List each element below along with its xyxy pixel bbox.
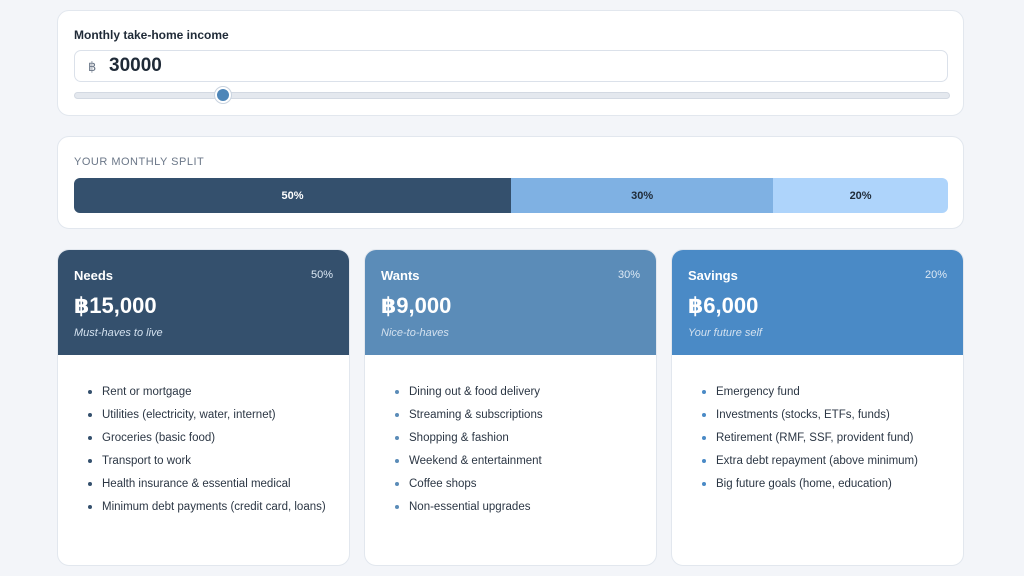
income-card: Monthly take-home income ฿	[57, 10, 964, 116]
split-card: YOUR MONTHLY SPLIT 50% 30% 20%	[57, 136, 964, 229]
list-item: Groceries (basic food)	[88, 430, 328, 446]
wants-card: Wants 30% ฿9,000 Nice-to-haves Dining ou…	[364, 249, 657, 566]
income-slider-track[interactable]	[74, 92, 950, 99]
currency-symbol: ฿	[88, 59, 97, 74]
needs-card-header: Needs 50% ฿15,000 Must-haves to live	[58, 250, 349, 355]
category-percent: 50%	[310, 269, 333, 281]
split-segment-savings: 20%	[773, 178, 948, 213]
needs-card: Needs 50% ฿15,000 Must-haves to live Ren…	[57, 249, 350, 566]
list-item: Retirement (RMF, SSF, provident fund)	[702, 430, 942, 446]
list-item: Shopping & fashion	[395, 430, 635, 446]
wants-list: Dining out & food delivery Streaming & s…	[395, 384, 635, 522]
list-item: Non-essential upgrades	[395, 499, 635, 515]
savings-list: Emergency fund Investments (stocks, ETFs…	[702, 384, 942, 499]
list-item: Weekend & entertainment	[395, 453, 635, 469]
needs-list: Rent or mortgage Utilities (electricity,…	[88, 384, 328, 522]
split-segment-wants: 30%	[511, 178, 774, 213]
list-item: Big future goals (home, education)	[702, 476, 942, 492]
split-heading: YOUR MONTHLY SPLIT	[74, 156, 205, 168]
income-slider-thumb[interactable]	[214, 87, 231, 103]
income-field[interactable]: ฿	[74, 50, 948, 82]
category-name: Wants	[381, 268, 420, 283]
list-item: Minimum debt payments (credit card, loan…	[88, 499, 328, 515]
category-tagline: Your future self	[688, 327, 762, 339]
split-segment-label: 50%	[281, 189, 304, 202]
category-tagline: Nice-to-haves	[381, 327, 449, 339]
category-percent: 20%	[924, 269, 947, 281]
list-item: Dining out & food delivery	[395, 384, 635, 400]
wants-card-header: Wants 30% ฿9,000 Nice-to-haves	[365, 250, 656, 355]
list-item: Health insurance & essential medical	[88, 476, 328, 492]
list-item: Streaming & subscriptions	[395, 407, 635, 423]
category-amount: ฿6,000	[688, 293, 759, 318]
list-item: Transport to work	[88, 453, 328, 469]
income-input[interactable]	[109, 54, 929, 78]
category-tagline: Must-haves to live	[74, 327, 163, 339]
category-name: Needs	[74, 268, 114, 283]
split-bar: 50% 30% 20%	[74, 178, 948, 213]
category-name: Savings	[688, 268, 738, 283]
list-item: Emergency fund	[702, 384, 942, 400]
list-item: Utilities (electricity, water, internet)	[88, 407, 328, 423]
category-amount: ฿15,000	[74, 293, 157, 318]
list-item: Coffee shops	[395, 476, 635, 492]
category-percent: 30%	[617, 269, 640, 281]
list-item: Rent or mortgage	[88, 384, 328, 400]
savings-card: Savings 20% ฿6,000 Your future self Emer…	[671, 249, 964, 566]
split-segment-needs: 50%	[74, 178, 511, 213]
list-item: Investments (stocks, ETFs, funds)	[702, 407, 942, 423]
list-item: Extra debt repayment (above minimum)	[702, 453, 942, 469]
split-segment-label: 20%	[849, 189, 872, 202]
savings-card-header: Savings 20% ฿6,000 Your future self	[672, 250, 963, 355]
income-label: Monthly take-home income	[74, 28, 229, 42]
split-segment-label: 30%	[631, 189, 654, 202]
category-amount: ฿9,000	[381, 293, 452, 318]
